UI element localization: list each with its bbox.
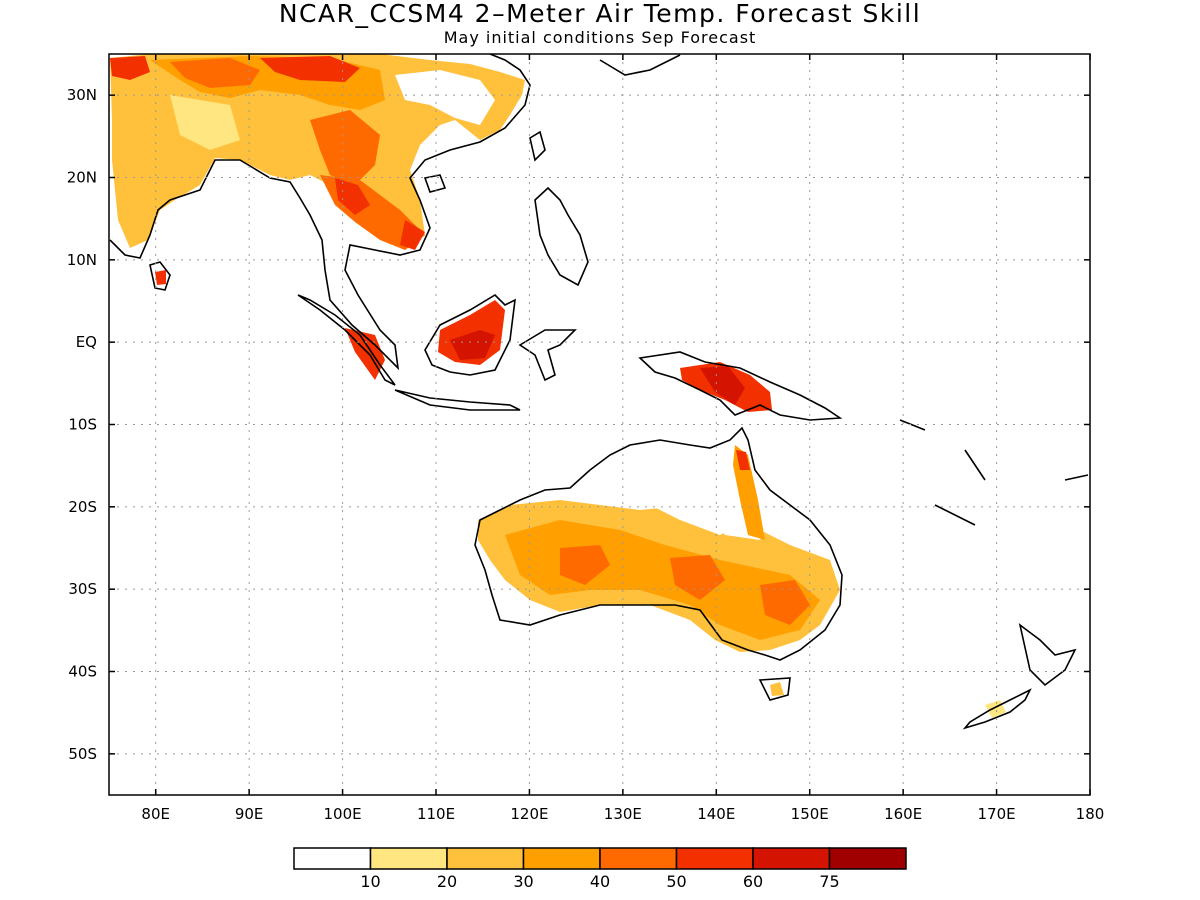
skill-region-west [110,56,150,80]
colorbar-label: 50 [666,872,686,891]
coastline-java [394,389,521,411]
colorbar-swatch [522,847,601,870]
skill-shading [110,54,1006,718]
skill-region-india-white [170,95,240,150]
skill-region-tasmania [770,682,784,696]
coastline-japan [599,54,681,76]
colorbar-swatch [446,847,525,870]
colorbar-swatch [828,847,907,870]
lon-tick-label: 140E [697,805,735,823]
coastline-borneo [424,293,516,376]
coastlines [109,54,1089,730]
lon-tick-label: 80E [141,805,170,823]
skill-region-north [260,56,360,82]
skill-region-indochina-core [335,178,370,215]
colorbar-swatch [599,847,678,870]
lat-tick-label: 30S [68,580,97,598]
coastline-nz-north [1018,623,1077,687]
coastline-nz-south [962,688,1032,730]
colorbar-label: 20 [437,872,457,891]
coastline-sumatra [297,294,396,386]
coastline-taiwan [529,130,546,162]
skill-region-china-white [395,70,495,125]
coastline-philippines [534,186,589,287]
lat-tick-label: 10S [68,416,97,434]
lat-tick-label: EQ [76,333,97,351]
colorbar-swatch [293,847,372,870]
lon-tick-label: 180 [1076,805,1105,823]
skill-region-new-guinea-core [700,366,745,405]
colorbar-swatch [675,847,754,870]
axis-ticks: 30N 20N 10N EQ 10S 20S 30S 40S 50S 80E 90E 100E 110E… [67,54,1105,823]
colorbar-label: 40 [590,872,610,891]
map-title: NCAR_CCSM4 2–Meter Air Temp. Forecast Sk… [278,0,922,28]
lat-tick-label: 40S [68,663,97,681]
colorbar-swatch [752,847,831,870]
coastline-hainan [423,174,447,193]
lat-tick-label: 30N [67,86,97,104]
coastline-tasmania [758,677,791,701]
lon-tick-label: 120E [510,805,548,823]
skill-region-borneo-core [450,330,495,360]
lat-tick-label: 20N [67,169,97,187]
skill-region-srilanka [155,270,166,285]
lon-tick-label: 100E [324,805,362,823]
skill-region-aus-west-white [493,575,530,620]
lon-tick-label: 170E [978,805,1016,823]
colorbar-label: 60 [743,872,763,891]
skill-region-aus-white-north [575,455,750,535]
skill-region-aus-cape-red [736,450,750,470]
skill-region-yunnan [310,110,380,185]
skill-region-aus-band4 [760,580,810,625]
lon-tick-label: 90E [235,805,264,823]
skill-region-tibet [170,58,260,88]
lat-tick-label: 50S [68,745,97,763]
lat-tick-label: 10N [67,251,97,269]
coastline-india-tip [149,261,171,291]
coastline-new-guinea [638,351,843,421]
lon-tick-label: 130E [604,805,642,823]
skill-region-vietnam [400,220,425,250]
skill-region-aus-band3 [670,555,725,600]
colorbar-swatch [369,847,448,870]
colorbar-label: 30 [513,872,533,891]
lon-tick-label: 150E [791,805,829,823]
coastline-asia [109,54,531,371]
skill-region-aus-band2 [560,545,610,585]
lon-tick-label: 160E [884,805,922,823]
colorbar-label: 75 [819,872,839,891]
colorbar-label: 10 [360,872,380,891]
lon-tick-label: 110E [417,805,455,823]
coastline-pacific-islands [899,419,1089,526]
colorbar: 10 20 30 40 50 60 75 [293,847,907,891]
coastline-sulawesi [518,329,577,382]
map-subtitle: May initial conditions Sep Forecast [443,28,757,47]
coastline-australia [474,426,843,661]
lat-tick-label: 20S [68,498,97,516]
